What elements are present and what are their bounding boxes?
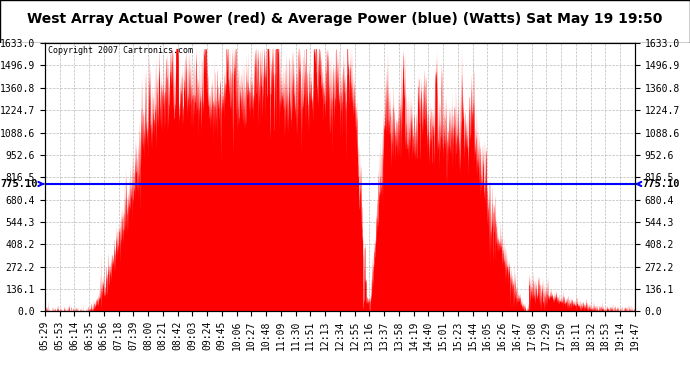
Text: 775.10: 775.10 — [636, 179, 680, 189]
Text: West Array Actual Power (red) & Average Power (blue) (Watts) Sat May 19 19:50: West Array Actual Power (red) & Average … — [28, 12, 662, 26]
Text: 775.10: 775.10 — [0, 179, 43, 189]
Text: Copyright 2007 Cartronics.com: Copyright 2007 Cartronics.com — [48, 46, 193, 55]
